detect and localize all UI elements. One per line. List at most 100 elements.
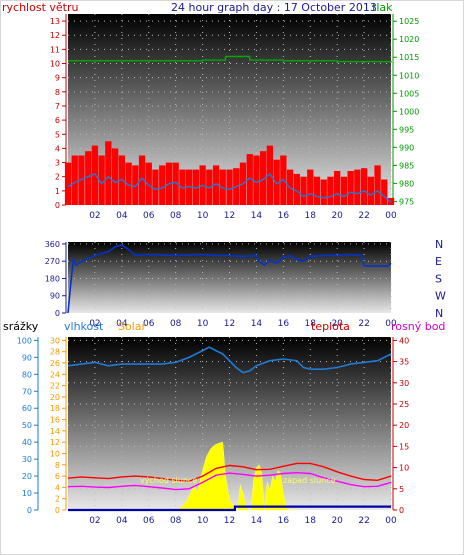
gust-bar	[105, 141, 112, 205]
gust-bar	[91, 145, 99, 205]
direction-axis-tick-label: 360	[45, 240, 60, 249]
temperature-axis-tick-label: 30	[399, 379, 409, 388]
wind-axis-tick-label: 6	[55, 116, 60, 125]
rain-axis-tick-label: 50	[22, 421, 32, 430]
dewpoint-line	[67, 471, 392, 491]
pressure-axis-tick-label: 995	[399, 125, 414, 134]
humidity-axis-tick-label: 20	[50, 393, 60, 402]
wind-axis-tick-label: 8	[55, 88, 60, 97]
gust-bar	[112, 148, 119, 205]
direction-x-tick-label: 22	[358, 319, 369, 329]
temperature-axis-tick-label: 10	[399, 464, 409, 473]
pressure-axis-tick-label: 975	[399, 197, 414, 206]
humidity-axis-tick-label: 10	[50, 449, 60, 458]
direction-axis-tick-label: 270	[45, 257, 60, 266]
gust-bar	[138, 155, 146, 205]
dewpoint-legend: rosný bod	[391, 320, 445, 333]
climate-x-tick-label: 04	[116, 516, 128, 526]
wind-axis-tick-label: 4	[55, 144, 60, 153]
direction-x-tick-label: 18	[305, 319, 317, 329]
temperature-legend: teplota	[311, 320, 350, 333]
chart-title: 24 hour graph day : 17 October 2013	[171, 1, 377, 14]
temperature-line	[67, 462, 392, 482]
compass-label: E	[435, 255, 442, 268]
wind-axis-tick-label: 12	[50, 31, 60, 40]
gust-bar	[381, 179, 388, 205]
humidity-line	[67, 346, 392, 374]
temperature-axis-tick-label: 20	[399, 421, 409, 430]
pressure-axis-tick-label: 990	[399, 143, 414, 152]
pressure-line	[68, 55, 392, 63]
gust-bar	[367, 176, 374, 205]
direction-panel-background	[68, 242, 391, 313]
wind-axis-tick-label: 11	[50, 45, 60, 54]
wind-x-tick-label: 22	[358, 211, 369, 221]
gust-bar	[226, 169, 233, 205]
rain-axis-tick-label: 80	[22, 370, 32, 379]
temperature-axis-tick-label: 35	[399, 358, 409, 367]
temperature-axis-tick-label: 25	[399, 400, 409, 409]
gust-bar	[159, 165, 166, 205]
climate-x-tick-label: 00	[385, 516, 397, 526]
gust-bar	[125, 162, 132, 205]
gust-bar	[260, 151, 267, 205]
climate-x-tick-label: 20	[331, 516, 343, 526]
direction-x-tick-label: 02	[89, 319, 100, 329]
pressure-axis-tick-label: 1025	[399, 17, 419, 26]
direction-x-tick-label: 12	[224, 319, 235, 329]
humidity-axis-tick-label: 6	[55, 472, 60, 481]
rain-line	[68, 505, 391, 512]
humidity-axis-tick-label: 24	[50, 370, 60, 379]
climate-x-tick-label: 08	[170, 516, 182, 526]
gust-bar	[293, 173, 300, 205]
rain-axis-tick-label: 10	[22, 489, 32, 498]
wind-x-tick-label: 18	[305, 211, 317, 221]
pressure-axis-tick-label: 985	[399, 161, 414, 170]
wind-axis-tick-label: 5	[55, 130, 60, 139]
wind-x-tick-label: 04	[116, 211, 128, 221]
climate-x-tick-label: 02	[89, 516, 100, 526]
wind-x-tick-label: 10	[197, 211, 209, 221]
pressure-axis-tick-label: 980	[399, 179, 414, 188]
sunset-annotation: západ slunce	[283, 476, 336, 485]
wind-x-tick-label: 06	[143, 211, 155, 221]
direction-x-tick-label: 00	[385, 319, 397, 329]
gust-bar	[354, 169, 361, 205]
direction-axis-tick-label: 180	[45, 274, 60, 283]
gust-bar	[145, 162, 152, 205]
wind-axis-tick-label: 3	[55, 159, 60, 168]
gust-bar	[85, 151, 92, 205]
wind-speed-line	[67, 172, 392, 203]
temperature-axis-tick-label: 40	[399, 336, 409, 345]
compass-label: N	[435, 307, 443, 320]
wind-axis-tick-label: 0	[55, 201, 60, 210]
compass-label: N	[435, 238, 443, 251]
climate-x-tick-label: 22	[358, 516, 369, 526]
wind-axis-title: rychlost větru	[2, 1, 78, 14]
humidity-axis-tick-label: 26	[50, 359, 60, 368]
direction-x-tick-label: 06	[143, 319, 155, 329]
gust-bar	[313, 176, 321, 205]
pressure-axis-tick-label: 1020	[399, 35, 419, 44]
climate-x-tick-label: 12	[224, 516, 235, 526]
direction-axis-tick-label: 0	[55, 309, 60, 318]
gust-bar	[71, 155, 78, 205]
rain-axis-tick-label: 0	[27, 506, 32, 515]
gust-bar	[253, 155, 260, 205]
direction-x-tick-label: 08	[170, 319, 182, 329]
direction-x-tick-label: 16	[278, 319, 290, 329]
wind-x-tick-label: 20	[331, 211, 343, 221]
wind-direction-line	[67, 244, 392, 314]
gust-bar	[132, 165, 139, 205]
temperature-axis-tick-label: 5	[399, 485, 404, 494]
wind-axis-tick-label: 2	[55, 173, 60, 182]
compass-label: S	[435, 272, 442, 285]
gust-bar	[266, 145, 273, 205]
rain-axis-tick-label: 70	[22, 387, 32, 396]
gust-bar	[273, 159, 280, 205]
climate-x-tick-label: 10	[197, 516, 209, 526]
climate-panel-background	[68, 337, 391, 510]
compass-label: W	[435, 290, 446, 303]
gust-bar	[361, 168, 368, 205]
